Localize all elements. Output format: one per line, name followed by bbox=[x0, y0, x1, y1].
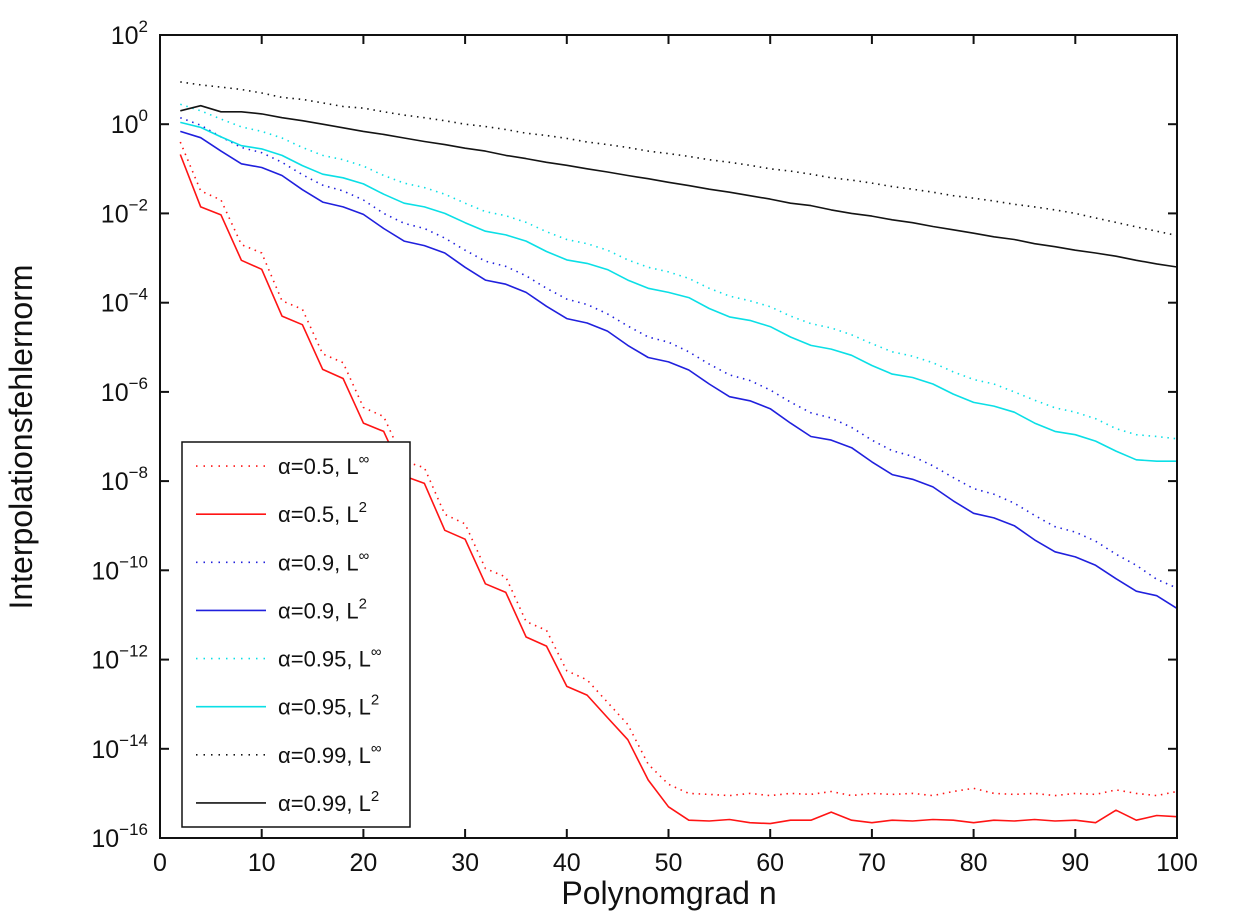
x-tick-label: 50 bbox=[655, 849, 683, 877]
series-alpha-09-l2-line bbox=[180, 130, 1178, 610]
legend-label-alpha-099-l2: α=0.99, L2 bbox=[278, 788, 379, 816]
legend-label-alpha-05-linf: α=0.5, L∞ bbox=[278, 451, 370, 479]
series-alpha-05-l2-line bbox=[179, 154, 1178, 825]
legend-label-alpha-095-linf: α=0.95, L∞ bbox=[278, 644, 382, 672]
legend: α=0.5, L∞ α=0.5, L2 α=0.9, L∞ α=0.9, L2 α=0.… bbox=[181, 441, 411, 828]
series-alpha-09-linf-line bbox=[180, 116, 1178, 589]
x-tick-label: 0 bbox=[153, 849, 167, 877]
axis-ticks bbox=[159, 34, 1178, 839]
legend-item-alpha-099-l2: α=0.99, L2 bbox=[196, 788, 379, 816]
legend-item-alpha-095-l2: α=0.95, L2 bbox=[196, 692, 379, 720]
x-axis-label: Polynomgrad n bbox=[561, 875, 776, 911]
y-tick-label: 10−4 bbox=[101, 285, 148, 318]
legend-item-alpha-05-linf: α=0.5, L∞ bbox=[196, 451, 370, 479]
y-axis-label: Interpolationsfehlernorm bbox=[3, 264, 39, 609]
legend-item-alpha-099-linf: α=0.99, L∞ bbox=[196, 740, 382, 768]
legend-label-alpha-099-linf: α=0.99, L∞ bbox=[278, 740, 382, 768]
x-tick-label: 30 bbox=[451, 849, 479, 877]
x-tick-label: 60 bbox=[756, 849, 784, 877]
legend-item-alpha-09-linf: α=0.9, L∞ bbox=[196, 547, 370, 575]
legend-item-alpha-095-linf: α=0.95, L∞ bbox=[196, 644, 382, 672]
legend-label-alpha-05-l2: α=0.5, L2 bbox=[278, 499, 367, 527]
x-tick-label: 80 bbox=[960, 849, 988, 877]
x-tick-label: 40 bbox=[553, 849, 581, 877]
series-alpha-095-l2-line bbox=[180, 121, 1177, 463]
x-tick-label: 70 bbox=[858, 849, 886, 877]
legend-box bbox=[181, 441, 411, 828]
legend-label-alpha-095-l2: α=0.95, L2 bbox=[278, 692, 379, 720]
legend-label-alpha-09-l2: α=0.9, L2 bbox=[278, 595, 367, 623]
legend-item-alpha-05-l2: α=0.5, L2 bbox=[196, 499, 367, 527]
series-alpha-099-l2-line bbox=[180, 104, 1178, 268]
y-tick-label: 102 bbox=[111, 17, 148, 50]
legend-label-alpha-09-linf: α=0.9, L∞ bbox=[278, 547, 370, 575]
legend-item-alpha-09-l2: α=0.9, L2 bbox=[196, 595, 367, 623]
x-tick-label: 20 bbox=[349, 849, 377, 877]
series-lines bbox=[179, 81, 1178, 825]
x-tick-label: 10 bbox=[248, 849, 276, 877]
x-tick-label: 90 bbox=[1061, 849, 1089, 877]
x-tick-label: 100 bbox=[1156, 849, 1198, 877]
x-tick-labels: 0 10 20 30 40 50 60 70 80 90 100 bbox=[153, 849, 1198, 877]
